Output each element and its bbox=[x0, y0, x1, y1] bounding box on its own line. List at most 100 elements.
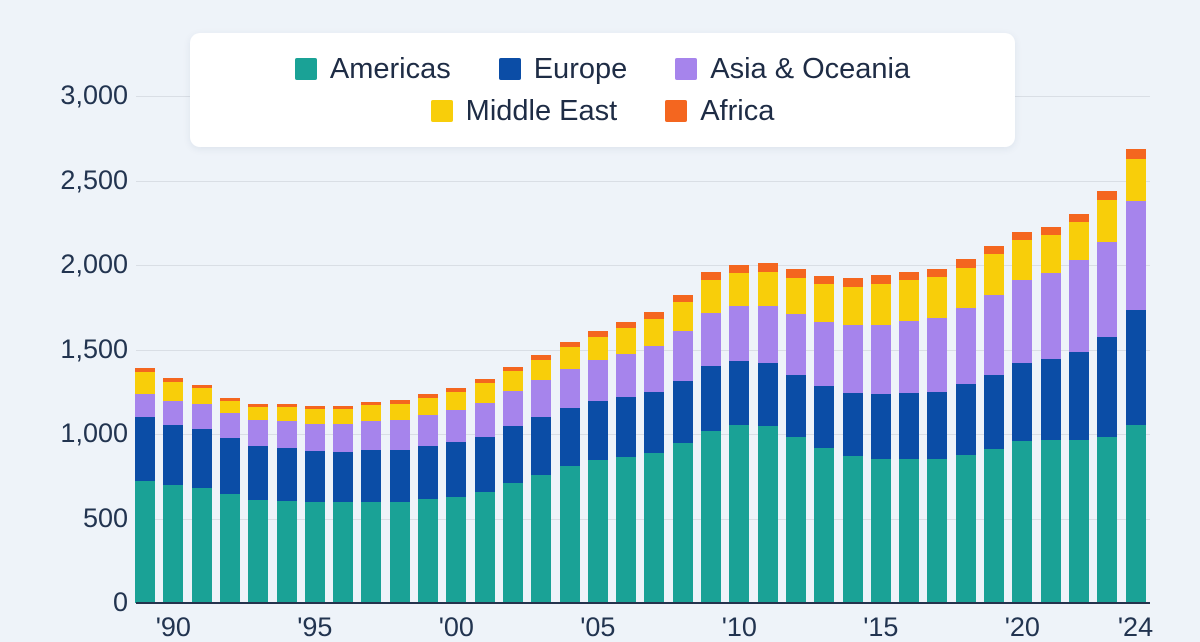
bar-segment-africa-1992[interactable] bbox=[219, 397, 240, 402]
bar-segment-asia-oceania-1995[interactable] bbox=[304, 423, 325, 451]
bar-segment-europe-2003[interactable] bbox=[531, 417, 552, 475]
bar-segment-asia-oceania-1992[interactable] bbox=[219, 412, 240, 439]
bar-segment-americas-1995[interactable] bbox=[304, 501, 325, 603]
bar-segment-europe-2006[interactable] bbox=[616, 396, 637, 457]
bar-segment-europe-2002[interactable] bbox=[502, 426, 523, 483]
bar-segment-americas-2012[interactable] bbox=[785, 436, 806, 603]
bar-segment-africa-1990[interactable] bbox=[163, 377, 184, 382]
bar-segment-middle-east-1999[interactable] bbox=[418, 397, 438, 416]
bar-segment-asia-oceania-2022[interactable] bbox=[1068, 259, 1089, 353]
bar-segment-asia-oceania-2010[interactable] bbox=[729, 306, 750, 362]
bar-segment-europe-2019[interactable] bbox=[984, 374, 1004, 450]
bar-segment-middle-east-2015[interactable] bbox=[870, 283, 891, 325]
bar-segment-americas-2024[interactable] bbox=[1125, 424, 1146, 603]
bar-segment-europe-1996[interactable] bbox=[333, 451, 354, 503]
bar-segment-africa-2023[interactable] bbox=[1097, 191, 1118, 200]
bar-segment-middle-east-2010[interactable] bbox=[729, 273, 750, 307]
bar-segment-africa-1993[interactable] bbox=[248, 403, 269, 407]
bar-segment-asia-oceania-1991[interactable] bbox=[191, 404, 212, 429]
bar-segment-middle-east-1994[interactable] bbox=[276, 406, 297, 422]
bar-segment-middle-east-2012[interactable] bbox=[785, 277, 806, 314]
bar-segment-asia-oceania-1989[interactable] bbox=[135, 394, 155, 418]
bar-segment-asia-oceania-2024[interactable] bbox=[1125, 200, 1146, 310]
bar-segment-americas-2001[interactable] bbox=[474, 492, 495, 603]
bar-segment-middle-east-2009[interactable] bbox=[701, 280, 721, 314]
bar-segment-europe-1998[interactable] bbox=[389, 450, 410, 503]
bar-segment-americas-2018[interactable] bbox=[955, 455, 976, 603]
bar-segment-africa-2017[interactable] bbox=[927, 268, 948, 277]
bar-segment-europe-2023[interactable] bbox=[1097, 336, 1118, 438]
bar-segment-americas-2014[interactable] bbox=[842, 455, 863, 603]
bar-segment-africa-1994[interactable] bbox=[276, 403, 297, 407]
bar-segment-americas-2007[interactable] bbox=[644, 453, 665, 603]
bar-segment-asia-oceania-2000[interactable] bbox=[446, 410, 467, 443]
bar-segment-americas-2005[interactable] bbox=[587, 460, 608, 603]
bar-segment-asia-oceania-1994[interactable] bbox=[276, 421, 297, 449]
bar-segment-middle-east-1993[interactable] bbox=[248, 406, 269, 420]
bar-segment-middle-east-2011[interactable] bbox=[757, 271, 778, 306]
bar-segment-asia-oceania-1999[interactable] bbox=[418, 415, 438, 446]
bar-segment-americas-2008[interactable] bbox=[672, 443, 693, 603]
bar-segment-europe-2024[interactable] bbox=[1125, 309, 1146, 425]
bar-segment-europe-1990[interactable] bbox=[163, 424, 184, 485]
bar-segment-middle-east-2017[interactable] bbox=[927, 276, 948, 319]
bar-segment-asia-oceania-2019[interactable] bbox=[984, 295, 1004, 375]
bar-segment-middle-east-1991[interactable] bbox=[191, 388, 212, 405]
bar-segment-asia-oceania-2013[interactable] bbox=[814, 321, 835, 386]
bar-segment-asia-oceania-2016[interactable] bbox=[899, 320, 920, 393]
bar-segment-middle-east-2005[interactable] bbox=[587, 336, 608, 361]
bar-segment-africa-2020[interactable] bbox=[1012, 232, 1033, 241]
bar-segment-middle-east-2014[interactable] bbox=[842, 286, 863, 325]
bar-segment-europe-2000[interactable] bbox=[446, 442, 467, 497]
bar-segment-middle-east-2022[interactable] bbox=[1068, 221, 1089, 260]
bar-segment-middle-east-2001[interactable] bbox=[474, 383, 495, 403]
bar-segment-europe-1994[interactable] bbox=[276, 448, 297, 501]
bar-segment-middle-east-1995[interactable] bbox=[304, 409, 325, 424]
bar-segment-asia-oceania-2004[interactable] bbox=[559, 368, 580, 408]
bar-segment-asia-oceania-2017[interactable] bbox=[927, 318, 948, 392]
bar-segment-africa-2022[interactable] bbox=[1068, 213, 1089, 222]
bar-segment-americas-2000[interactable] bbox=[446, 496, 467, 603]
bar-segment-asia-oceania-2002[interactable] bbox=[502, 390, 523, 427]
bar-segment-africa-2008[interactable] bbox=[672, 294, 693, 303]
bar-segment-europe-2011[interactable] bbox=[757, 363, 778, 426]
bar-segment-europe-1989[interactable] bbox=[135, 417, 155, 482]
bar-segment-europe-1997[interactable] bbox=[361, 450, 382, 502]
bar-segment-middle-east-1992[interactable] bbox=[219, 401, 240, 413]
bar-segment-africa-2021[interactable] bbox=[1040, 227, 1061, 236]
legend-item-europe[interactable]: Europe bbox=[498, 54, 627, 84]
legend-item-middle-east[interactable]: Middle East bbox=[430, 96, 617, 126]
bar-segment-americas-2021[interactable] bbox=[1040, 439, 1061, 603]
bar-segment-europe-2016[interactable] bbox=[899, 392, 920, 459]
bar-segment-africa-2013[interactable] bbox=[814, 275, 835, 285]
bar-segment-africa-2014[interactable] bbox=[842, 277, 863, 287]
bar-segment-europe-2017[interactable] bbox=[927, 391, 948, 460]
bar-segment-africa-2005[interactable] bbox=[587, 330, 608, 337]
bar-segment-americas-2013[interactable] bbox=[814, 447, 835, 603]
bar-segment-europe-2012[interactable] bbox=[785, 374, 806, 437]
bar-segment-americas-2020[interactable] bbox=[1012, 440, 1033, 603]
bar-segment-americas-2015[interactable] bbox=[870, 458, 891, 603]
bar-segment-africa-2006[interactable] bbox=[616, 321, 637, 329]
bar-segment-americas-2002[interactable] bbox=[502, 483, 523, 603]
bar-segment-middle-east-2020[interactable] bbox=[1012, 240, 1033, 281]
bar-segment-africa-2009[interactable] bbox=[701, 271, 721, 281]
bar-segment-middle-east-2008[interactable] bbox=[672, 302, 693, 331]
bar-segment-asia-oceania-2023[interactable] bbox=[1097, 242, 1118, 337]
bar-segment-asia-oceania-1997[interactable] bbox=[361, 421, 382, 451]
bar-segment-americas-1996[interactable] bbox=[333, 502, 354, 603]
bar-segment-middle-east-1996[interactable] bbox=[333, 408, 354, 424]
bar-segment-africa-1995[interactable] bbox=[304, 406, 325, 410]
bar-segment-europe-2013[interactable] bbox=[814, 385, 835, 448]
bar-segment-europe-1991[interactable] bbox=[191, 428, 212, 489]
bar-segment-asia-oceania-2014[interactable] bbox=[842, 324, 863, 393]
bar-segment-asia-oceania-2021[interactable] bbox=[1040, 273, 1061, 359]
bar-segment-africa-1999[interactable] bbox=[418, 393, 438, 398]
bar-segment-americas-2016[interactable] bbox=[899, 458, 920, 603]
bar-segment-europe-2008[interactable] bbox=[672, 380, 693, 444]
bar-segment-europe-2004[interactable] bbox=[559, 407, 580, 467]
bar-segment-middle-east-2007[interactable] bbox=[644, 319, 665, 347]
bar-segment-africa-2002[interactable] bbox=[502, 366, 523, 372]
bar-segment-middle-east-2000[interactable] bbox=[446, 391, 467, 411]
bar-segment-africa-2001[interactable] bbox=[474, 379, 495, 384]
